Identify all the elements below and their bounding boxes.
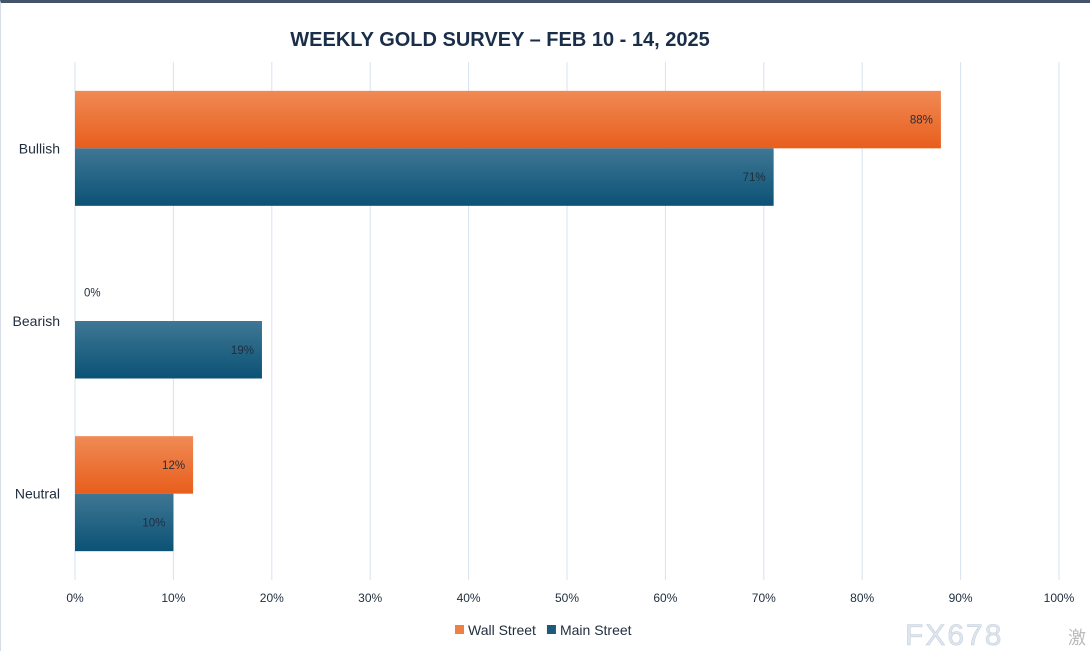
x-tick-label: 50% bbox=[555, 591, 579, 605]
chart-title: WEEKLY GOLD SURVEY – FEB 10 - 14, 2025 bbox=[290, 29, 709, 51]
data-label: 71% bbox=[743, 172, 766, 184]
x-tick-label: 30% bbox=[358, 591, 382, 605]
legend-swatch bbox=[546, 625, 556, 634]
category-label: Bullish bbox=[19, 140, 60, 156]
legend-swatch bbox=[455, 625, 464, 634]
category-label: Neutral bbox=[15, 486, 60, 502]
x-tick-label: 10% bbox=[161, 591, 185, 605]
x-tick-label: 70% bbox=[752, 591, 776, 605]
data-label: 88% bbox=[910, 115, 933, 127]
bar-main-street bbox=[75, 148, 774, 206]
x-tick-label: 60% bbox=[653, 591, 677, 605]
bar-main-street bbox=[75, 493, 174, 552]
x-tick-label: 90% bbox=[949, 591, 973, 605]
bar-wall-street bbox=[75, 436, 194, 494]
x-tick-label: 80% bbox=[850, 591, 874, 605]
category-label: Bearish bbox=[13, 313, 60, 329]
legend-label: Main Street bbox=[560, 622, 632, 638]
data-label: 0% bbox=[84, 287, 101, 299]
watermark-logo: FX678 bbox=[905, 619, 1003, 650]
x-tick-label: 40% bbox=[457, 591, 481, 605]
x-tick-label: 100% bbox=[1044, 591, 1075, 605]
bar-main-street bbox=[75, 321, 262, 379]
bar-wall-street bbox=[75, 90, 941, 149]
data-label: 10% bbox=[142, 517, 165, 529]
data-label: 12% bbox=[162, 460, 185, 472]
watermark-subtext: 激 bbox=[1068, 628, 1086, 648]
data-label: 19% bbox=[231, 345, 254, 357]
x-tick-label: 0% bbox=[66, 591, 84, 605]
legend-label: Wall Street bbox=[468, 622, 536, 638]
x-tick-label: 20% bbox=[260, 591, 284, 605]
